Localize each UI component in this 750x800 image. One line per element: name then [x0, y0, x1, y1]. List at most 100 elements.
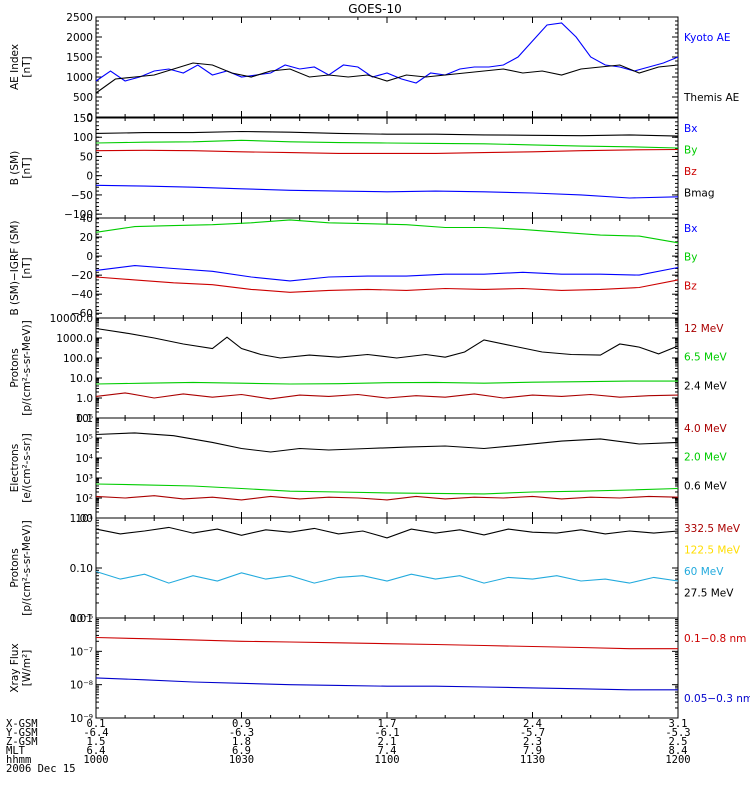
y-tick-label: 500	[73, 92, 93, 104]
figure-title: GOES-10	[348, 2, 402, 16]
x-axis-value: 1030	[229, 754, 254, 766]
y-tick-label: 10³	[75, 473, 93, 485]
legend-entry: By	[684, 145, 697, 157]
y-axis-label: B (SM)	[9, 151, 21, 185]
panel-4: 0.1 1.0 10.0 100.0 1000.0 10000.0 Protons [p/(c…	[9, 313, 728, 425]
y-tick-label: 1.0	[76, 393, 93, 405]
legend-entry: 60 MeV	[684, 566, 724, 578]
y-axis-label: Xray Flux	[9, 643, 21, 692]
x-axis-value: 1000	[83, 754, 108, 766]
series-line	[95, 392, 679, 400]
y-tick-label: −40	[71, 289, 93, 301]
y-tick-label: 0.01	[70, 613, 93, 625]
series-line	[95, 130, 679, 137]
panel-frame	[95, 417, 679, 519]
series-line	[95, 526, 679, 539]
y-axis-label: Protons	[9, 548, 21, 587]
y-axis-label: [nT]	[21, 157, 33, 178]
y-tick-label: 150	[73, 113, 93, 125]
legend-entry: 4.0 MeV	[684, 423, 728, 435]
series-line	[95, 62, 679, 94]
x-axis-value: 6.9	[232, 745, 251, 757]
panel-1: 0 500 1000 1500 2000 2500 AE Index [nT] Kyoto AE…	[9, 12, 739, 124]
series-line	[95, 495, 679, 501]
legend-entry: Bx	[684, 223, 697, 235]
y-tick-label: 0	[86, 251, 93, 263]
legend-entry: 332.5 MeV	[684, 523, 741, 535]
date-label: 2006 Dec 15	[6, 763, 76, 775]
x-axis-value: 6.4	[87, 745, 106, 757]
y-tick-label: 40	[80, 213, 93, 225]
legend-entry: 0.05−0.3 nm	[684, 693, 750, 705]
legend-entry: 0.1−0.8 nm	[684, 633, 746, 645]
y-tick-label: 2500	[66, 12, 93, 24]
x-axis-value: 1.5	[87, 736, 106, 748]
y-axis-label: [nT]	[21, 56, 33, 77]
x-axis-value: 1200	[665, 754, 690, 766]
legend-entry: 122.5 MeV	[684, 545, 741, 557]
series-line	[95, 139, 679, 149]
y-tick-label: 1000.0	[56, 333, 93, 345]
series-line	[95, 432, 679, 453]
y-tick-label: 10⁻⁷	[70, 646, 93, 658]
y-axis-label: [nT]	[21, 257, 33, 278]
series-line	[95, 219, 679, 244]
y-tick-label: 1500	[66, 52, 93, 64]
x-row-label: Y-GSM	[6, 727, 38, 739]
series-line	[95, 265, 679, 282]
y-axis-label: Electrons	[9, 444, 21, 493]
x-row-label: X-GSM	[6, 718, 38, 730]
panel-5: 10¹ 10² 10³ 10⁴ 10⁵ 10⁶ Electrons [e/(cm²-s-sr)…	[9, 413, 728, 525]
y-tick-label: −50	[71, 190, 93, 202]
y-tick-label: 10⁻⁶	[70, 613, 93, 625]
y-tick-label: 10⁴	[75, 453, 93, 465]
series-line	[95, 184, 679, 199]
series-line	[95, 636, 678, 650]
legend-entry: 6.5 MeV	[684, 352, 728, 364]
x-row-label: Z-GSM	[6, 736, 38, 748]
y-axis-label: [W/m²]	[21, 650, 33, 687]
series-line	[95, 327, 679, 359]
y-tick-label: 1000	[66, 72, 93, 84]
y-axis-label: B (SM)−IGRF (SM)	[9, 220, 21, 315]
y-tick-label: 50	[80, 151, 93, 163]
legend-entry: Bz	[684, 280, 697, 292]
x-axis-value: 2.1	[378, 736, 397, 748]
legend-entry: 12 MeV	[684, 323, 724, 335]
y-tick-label: −100	[64, 209, 93, 221]
x-axis-value: -6.1	[374, 727, 399, 739]
y-axis-label: [p/(cm²-s-sr-MeV)]	[21, 520, 33, 615]
y-tick-label: 0	[86, 171, 93, 183]
x-axis-value: 1.7	[378, 718, 397, 730]
legend-entry: 2.4 MeV	[684, 380, 728, 392]
x-axis-value: 1.8	[232, 736, 251, 748]
series-line	[95, 483, 679, 495]
x-axis-value: 1130	[520, 754, 545, 766]
panel-7: 10⁻⁹ 10⁻⁸ 10⁻⁷ 10⁻⁶ Xray Flux [W/m²] 0.1−0.8 n…	[9, 613, 750, 725]
series-line	[95, 276, 679, 293]
y-tick-label: 10¹	[75, 513, 93, 525]
panel-frame	[95, 517, 679, 619]
y-tick-label: 20	[80, 232, 93, 244]
x-axis-value: 7.9	[523, 745, 542, 757]
x-row-label: hhmm	[6, 754, 31, 766]
x-axis-value: -6.4	[83, 727, 108, 739]
x-axis-value: 0.1	[87, 718, 106, 730]
y-tick-label: −60	[71, 308, 93, 320]
y-tick-label: 2000	[66, 32, 93, 44]
legend-entry: 0.6 MeV	[684, 480, 728, 492]
y-tick-label: 10⁻⁹	[70, 713, 93, 725]
x-axis-value: 1100	[374, 754, 399, 766]
series-line	[95, 570, 679, 584]
x-axis-value: 2.4	[523, 718, 542, 730]
legend-entry: Kyoto AE	[684, 32, 730, 44]
legend-entry: Themis AE	[683, 92, 739, 104]
legend-entry: Bz	[684, 166, 697, 178]
x-axis-value: 7.4	[378, 745, 397, 757]
y-tick-label: 0.10	[70, 563, 93, 575]
x-axis-value: -5.3	[665, 727, 690, 739]
legend-entry: Bmag	[684, 188, 715, 200]
